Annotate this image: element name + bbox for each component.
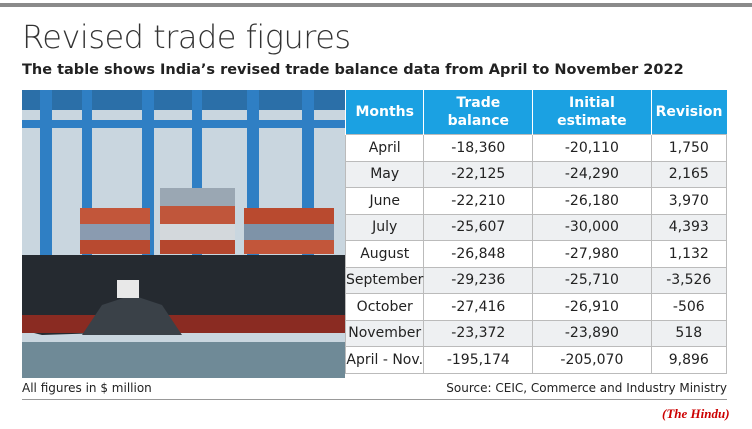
- table-cell: -18,360: [423, 134, 534, 162]
- table-cell: -26,910: [532, 293, 652, 321]
- table-cell: -29,236: [423, 266, 534, 294]
- column-header: Months: [344, 90, 424, 135]
- table-cell: 2,165: [650, 160, 728, 188]
- table-row: November -23,372 -23,890 518: [344, 319, 728, 347]
- table-cell: -26,848: [423, 240, 534, 268]
- column-header: Trade balance: [423, 90, 533, 135]
- table-cell: July: [344, 213, 425, 241]
- table-cell: -22,125: [423, 160, 534, 188]
- table-body: April -18,360 -20,110 1,750 May -22,125 -24,29…: [344, 134, 728, 374]
- table-cell: -3,526: [650, 266, 728, 294]
- table-cell: -24,290: [532, 160, 652, 188]
- photo: [22, 90, 345, 378]
- credit: (The Hindu): [662, 406, 730, 421]
- table-cell: August: [344, 240, 425, 268]
- table-row: April - Nov. -195,174 -205,070 9,896: [344, 346, 728, 374]
- table-row: October -27,416 -26,910 -506: [344, 293, 728, 321]
- table-cell: June: [344, 187, 425, 215]
- table-cell: -25,710: [532, 266, 652, 294]
- subtitle: The table shows India’s revised trade ba…: [22, 62, 684, 78]
- header-row: Months Trade balance Initial estimate Revis…: [344, 90, 727, 135]
- table-cell: -26,180: [532, 187, 652, 215]
- table-row: April -18,360 -20,110 1,750: [344, 134, 728, 162]
- table-cell: -22,210: [423, 187, 534, 215]
- source: Source: CEIC, Commerce and Industry Mini…: [446, 381, 727, 395]
- table-cell: April: [344, 134, 425, 162]
- table-cell: 4,393: [650, 213, 728, 241]
- bottom-rule: [22, 399, 727, 400]
- table-cell: 3,970: [650, 187, 728, 215]
- column-header: Revision: [650, 90, 727, 135]
- table-cell: -23,890: [532, 319, 652, 347]
- table-cell: November: [344, 319, 425, 347]
- table-row: June -22,210 -26,180 3,970: [344, 187, 728, 215]
- table-cell: May: [344, 160, 425, 188]
- table-row: September -29,236 -25,710 -3,526: [344, 266, 728, 294]
- footnote: All figures in $ million: [22, 381, 152, 395]
- table-cell: -20,110: [532, 134, 652, 162]
- table-cell: -25,607: [423, 213, 534, 241]
- table-cell: -205,070: [532, 346, 652, 374]
- table-cell: -27,980: [532, 240, 652, 268]
- table-cell: September: [344, 266, 425, 294]
- table-cell: 9,896: [650, 346, 728, 374]
- table-cell: October: [344, 293, 425, 321]
- table-cell: -27,416: [423, 293, 534, 321]
- table-cell: -506: [650, 293, 728, 321]
- table-cell: 1,132: [650, 240, 728, 268]
- trade-table: Months Trade balance Initial estimate Revis…: [344, 90, 728, 374]
- table-row: July -25,607 -30,000 4,393: [344, 213, 728, 241]
- table-row: August -26,848 -27,980 1,132: [344, 240, 728, 268]
- table-row: May -22,125 -24,290 2,165: [344, 160, 728, 188]
- table-cell: -195,174: [423, 346, 534, 374]
- table-cell: April - Nov.: [344, 346, 425, 374]
- table-cell: -23,372: [423, 319, 534, 347]
- column-header: Initial estimate: [532, 90, 652, 135]
- title: Revised trade figures: [22, 18, 351, 56]
- table-cell: 518: [650, 319, 728, 347]
- top-rule: [0, 3, 752, 7]
- table-cell: 1,750: [650, 134, 728, 162]
- table-cell: -30,000: [532, 213, 652, 241]
